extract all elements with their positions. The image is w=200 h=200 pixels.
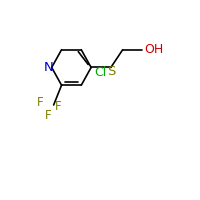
Text: Cl: Cl	[94, 66, 106, 79]
Text: N: N	[43, 61, 53, 74]
Text: S: S	[107, 65, 115, 78]
Text: OH: OH	[144, 43, 164, 56]
Text: F: F	[37, 96, 44, 109]
Text: F: F	[55, 100, 61, 113]
Text: F: F	[44, 109, 51, 122]
